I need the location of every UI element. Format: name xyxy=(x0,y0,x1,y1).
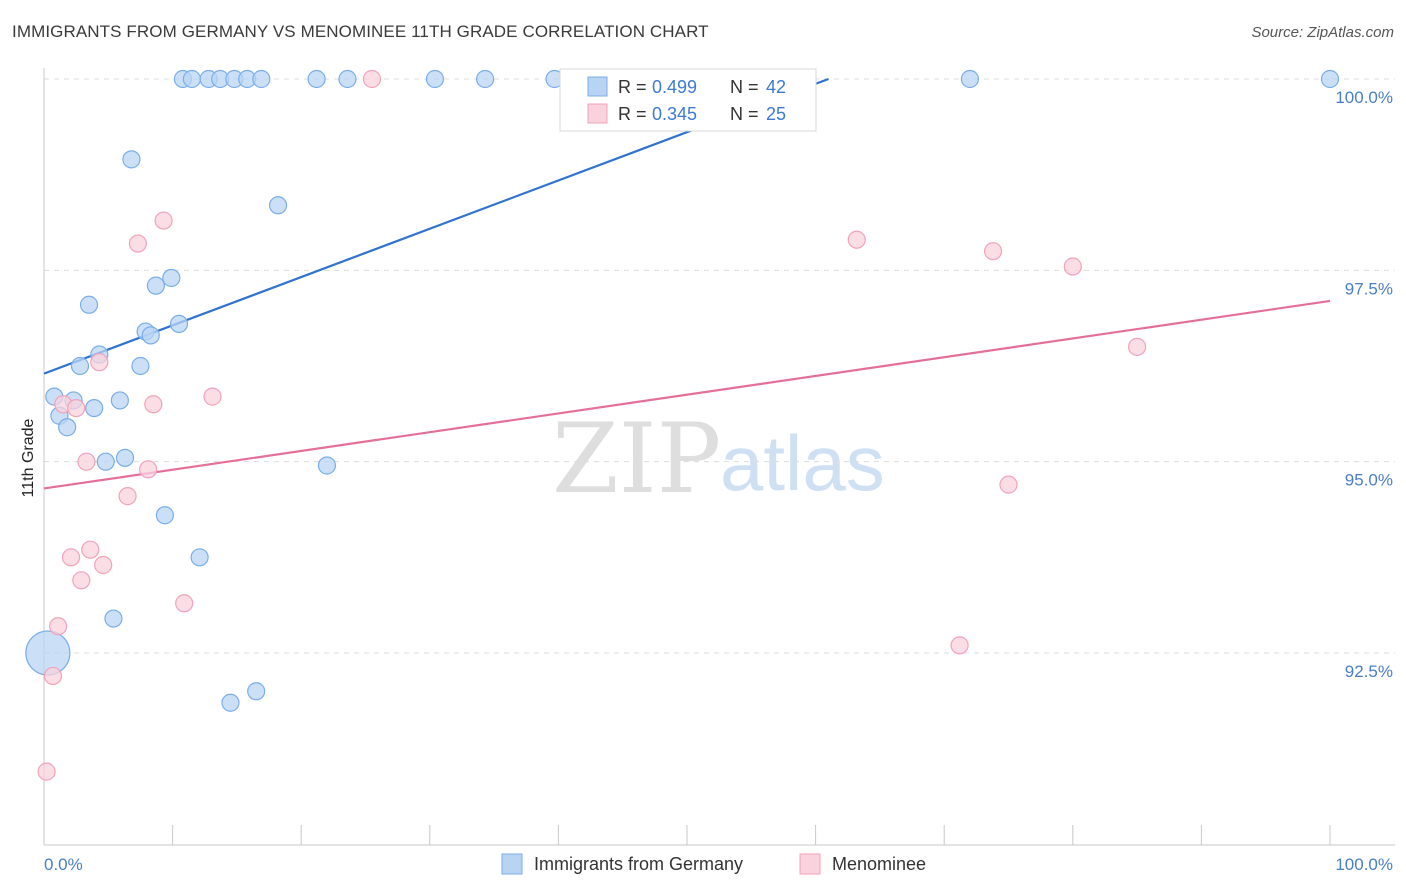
point-menominee xyxy=(950,636,969,655)
point-menominee xyxy=(118,487,137,506)
point-germany xyxy=(338,69,357,89)
point-menominee xyxy=(999,475,1018,494)
point-menominee xyxy=(1063,257,1082,276)
watermark: ZIP atlas xyxy=(552,403,885,515)
point-germany xyxy=(141,326,160,345)
legend-label-germany: Immigrants from Germany xyxy=(534,854,743,874)
stats-r-value-germany: 0.499 xyxy=(652,77,697,97)
point-germany xyxy=(252,69,271,89)
stats-n-value-germany: 42 xyxy=(766,77,786,97)
watermark-zip: ZIP xyxy=(552,403,721,515)
point-menominee xyxy=(154,211,173,230)
point-germany xyxy=(110,391,129,410)
stats-r-label-germany: R = xyxy=(618,77,647,97)
legend-swatch-germany xyxy=(501,853,523,875)
point-menominee xyxy=(61,548,81,567)
point-germany xyxy=(1320,69,1340,89)
point-menominee xyxy=(90,353,109,372)
series-legend: Immigrants from Germany Menominee xyxy=(501,853,926,875)
point-menominee xyxy=(67,398,86,418)
point-germany xyxy=(169,314,189,334)
point-germany xyxy=(70,356,90,376)
point-menominee xyxy=(81,540,100,559)
point-germany xyxy=(131,356,150,376)
point-menominee xyxy=(175,594,194,613)
point-germany xyxy=(425,69,445,89)
point-germany xyxy=(96,452,115,471)
point-menominee xyxy=(43,666,63,686)
x-tick-labels: 0.0% 100.0% xyxy=(44,855,1393,874)
point-menominee xyxy=(128,234,147,253)
y-tick-labels: 100.0% 97.5% 95.0% 92.5% xyxy=(1335,88,1393,681)
y-tick-label: 92.5% xyxy=(1345,662,1393,681)
grid-lines xyxy=(44,78,1395,654)
stats-swatch-menominee xyxy=(587,103,608,124)
point-germany xyxy=(146,276,165,295)
source-credit: Source: ZipAtlas.com xyxy=(1251,24,1394,41)
point-menominee xyxy=(362,69,382,89)
point-germany xyxy=(155,506,174,525)
stats-swatch-germany xyxy=(587,76,608,97)
stats-r-value-menominee: 0.345 xyxy=(652,104,697,124)
point-menominee xyxy=(847,230,866,249)
point-menominee xyxy=(49,617,68,636)
point-germany xyxy=(79,295,99,314)
point-germany xyxy=(475,69,495,89)
legend-label-menominee: Menominee xyxy=(832,854,926,874)
point-germany xyxy=(247,682,266,701)
point-menominee xyxy=(983,242,1003,261)
trend-line-menominee xyxy=(43,299,1331,490)
point-germany xyxy=(221,693,240,712)
point-menominee xyxy=(94,555,113,575)
stats-n-value-menominee: 25 xyxy=(766,104,786,124)
x-tick-label-max: 100.0% xyxy=(1335,855,1393,874)
point-germany xyxy=(268,196,288,215)
point-germany xyxy=(190,548,209,567)
stats-legend: R = 0.499 N = 42 R = 0.345 N = 25 xyxy=(559,68,817,132)
stats-n-label-menominee: N = xyxy=(730,104,759,124)
point-menominee xyxy=(37,762,56,781)
point-menominee xyxy=(72,571,91,590)
point-germany xyxy=(317,456,337,475)
y-tick-label: 95.0% xyxy=(1345,471,1393,490)
point-germany xyxy=(104,609,123,628)
point-germany xyxy=(58,418,77,437)
y-tick-label: 97.5% xyxy=(1345,279,1393,298)
point-menominee xyxy=(144,395,163,414)
point-menominee xyxy=(203,387,222,406)
point-germany xyxy=(162,268,181,288)
point-menominee xyxy=(139,460,158,479)
y-tick-label: 100.0% xyxy=(1335,88,1393,107)
stats-n-label-germany: N = xyxy=(730,77,759,97)
point-germany xyxy=(25,630,71,676)
point-germany xyxy=(85,398,104,418)
point-menominee xyxy=(1127,337,1147,356)
x-tick-label-min: 0.0% xyxy=(44,855,83,874)
point-germany xyxy=(960,69,980,89)
point-germany xyxy=(115,448,135,467)
legend-swatch-menominee xyxy=(799,853,821,875)
point-germany xyxy=(182,69,201,89)
point-menominee xyxy=(77,452,96,471)
chart-title: IMMIGRANTS FROM GERMANY VS MENOMINEE 11T… xyxy=(12,22,709,41)
point-germany xyxy=(122,150,141,169)
point-germany xyxy=(307,69,326,89)
watermark-atlas: atlas xyxy=(720,419,885,507)
stats-r-label-menominee: R = xyxy=(618,104,647,124)
axes xyxy=(43,68,1395,846)
y-axis-label: 11th Grade xyxy=(20,418,37,497)
